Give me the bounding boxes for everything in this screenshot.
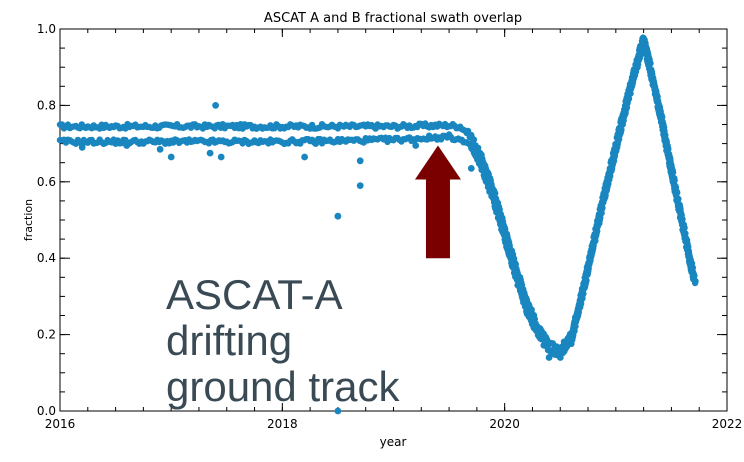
lower-track-point <box>643 51 650 58</box>
outlier-point <box>334 212 342 220</box>
annotation-text: ASCAT-A drifting ground track <box>166 272 399 410</box>
outlier-point <box>206 149 214 157</box>
outlier-point <box>167 153 175 161</box>
outlier-point <box>334 407 342 415</box>
y-tick-label: 0.6 <box>37 175 56 189</box>
outlier-point <box>467 165 475 172</box>
outlier-point <box>356 157 364 165</box>
lower-track-point <box>625 95 633 102</box>
lower-track-point <box>513 276 521 284</box>
lower-track-point <box>494 209 501 216</box>
annotation-line-3: ground track <box>166 363 400 410</box>
lower-track-point <box>682 238 689 245</box>
lower-track-point <box>618 126 625 133</box>
lower-track-point <box>654 98 661 106</box>
data-points <box>56 34 699 415</box>
outlier-point <box>212 102 220 109</box>
outlier-point <box>156 145 164 153</box>
y-tick-label: 0.4 <box>37 251 56 265</box>
outlier-point <box>312 140 320 148</box>
upper-track-point <box>470 136 478 143</box>
lower-track-point <box>502 238 509 245</box>
x-axis-label: year <box>380 435 407 449</box>
lower-track-point <box>599 204 606 212</box>
x-tick-label: 2016 <box>45 417 76 431</box>
lower-track-point <box>539 336 546 343</box>
y-tick-label: 0.0 <box>37 404 56 418</box>
y-tick-label: 1.0 <box>37 22 56 36</box>
upper-track-point <box>475 144 482 152</box>
annotation-line-1: ASCAT-A <box>166 271 343 318</box>
outlier-point <box>356 182 364 190</box>
lower-track-point <box>662 141 670 149</box>
lower-track-point <box>479 167 487 174</box>
y-tick-label: 0.8 <box>37 98 56 112</box>
lower-track-point <box>583 277 590 284</box>
outlier-point <box>545 354 553 361</box>
x-tick-label: 2022 <box>712 417 743 431</box>
red-arrow-shape <box>414 145 461 259</box>
x-tick-label: 2018 <box>267 417 298 431</box>
annotation-line-2: drifting <box>166 317 293 364</box>
annotation-arrow <box>414 145 461 259</box>
outlier-point <box>301 153 308 161</box>
lower-track-point <box>580 290 587 297</box>
outlier-point <box>412 142 420 149</box>
outlier-point <box>556 354 564 361</box>
outlier-point <box>123 142 131 149</box>
y-axis-label: fraction <box>22 199 35 241</box>
lower-track-point <box>690 275 697 283</box>
chart-title: ASCAT A and B fractional swath overlap <box>264 11 522 26</box>
x-tick-label: 2020 <box>489 417 520 431</box>
y-tick-label: 0.2 <box>37 328 56 342</box>
outlier-point <box>78 144 86 151</box>
outlier-point <box>217 153 225 161</box>
